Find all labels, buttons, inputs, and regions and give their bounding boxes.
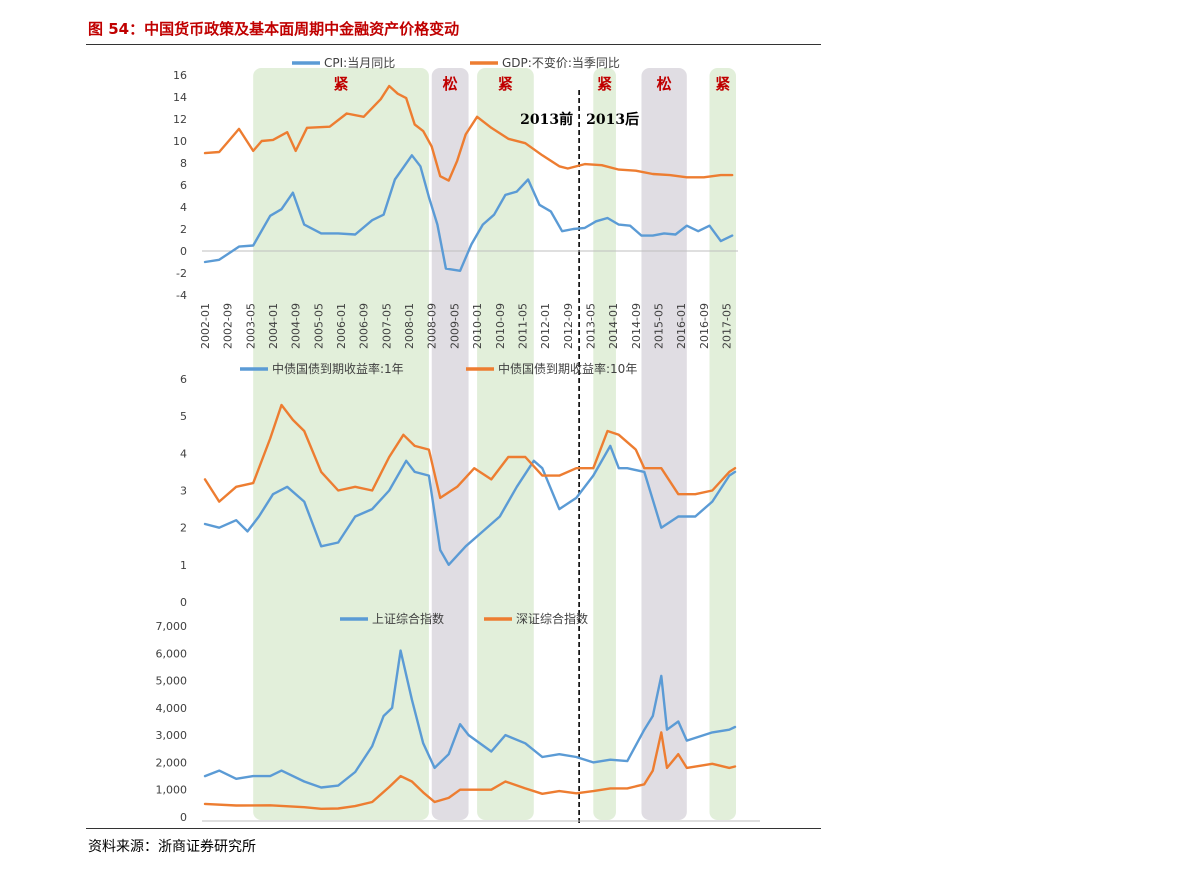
macro-x-tick: 2017-05: [720, 303, 733, 349]
macro-x-tick: 2002-09: [222, 303, 235, 349]
macro-x-tick: 2014-09: [630, 303, 643, 349]
macro-x-tick: 2006-01: [335, 303, 348, 349]
macro-x-tick: 2010-09: [494, 303, 507, 349]
bottom-rule: [86, 828, 821, 829]
equity-legend-label-2: 深证综合指数: [516, 611, 588, 626]
macro-x-tick: 2008-09: [426, 303, 439, 349]
macro-x-tick: 2015-05: [652, 303, 665, 349]
macro-y-tick: 4: [180, 201, 187, 214]
regime-band-6: [709, 68, 736, 820]
divider-left-label: 2013前: [520, 111, 573, 128]
macro-y-tick: -2: [176, 267, 187, 280]
macro-x-tick: 2004-01: [267, 303, 280, 349]
macro-y-tick: 6: [180, 179, 187, 192]
equity-legend-label-1: 上证综合指数: [372, 611, 444, 626]
macro-x-tick: 2009-05: [448, 303, 461, 349]
bonds-series-2: [203, 403, 737, 503]
macro-x-tick: 2016-01: [675, 303, 688, 349]
macro-x-tick: 2014-01: [607, 303, 620, 349]
macro-x-tick: 2006-09: [358, 303, 371, 349]
equity-y-tick: 5,000: [156, 675, 188, 688]
macro-y-tick: -4: [176, 289, 187, 302]
macro-y-tick: 14: [173, 91, 187, 104]
bonds-y-tick: 0: [180, 596, 187, 609]
bonds-y-tick: 5: [180, 410, 187, 423]
bonds-legend-label-1: 中债国债到期收益率:1年: [272, 361, 404, 376]
macro-y-tick: 12: [173, 113, 187, 126]
macro-y-tick: 16: [173, 69, 187, 82]
regime-label-1: 紧: [334, 75, 349, 93]
regime-band-4: [593, 68, 616, 820]
regime-band-3: [477, 68, 534, 820]
equity-y-tick: 2,000: [156, 756, 188, 769]
macro-x-tick: 2003-05: [244, 303, 257, 349]
regime-band-2: [431, 68, 469, 820]
regime-band-1: [253, 68, 429, 820]
regime-label-2: 松: [443, 75, 458, 93]
bonds-y-tick: 2: [180, 522, 187, 535]
bonds-series-1: [203, 444, 737, 566]
bonds-legend-label-2: 中债国债到期收益率:10年: [498, 361, 637, 376]
source-note: 资料来源：浙商证券研究所: [88, 839, 256, 855]
regime-label-3: 紧: [498, 75, 513, 93]
figure-title: 图 54：中国货币政策及基本面周期中金融资产价格变动: [88, 20, 460, 38]
equity-y-tick: 3,000: [156, 729, 188, 742]
regime-band-5: [641, 68, 687, 820]
macro-legend-label-1: CPI:当月同比: [324, 56, 395, 70]
macro-y-tick: 10: [173, 135, 187, 148]
equity-y-tick: 6,000: [156, 647, 188, 660]
regime-label-6: 紧: [715, 75, 730, 93]
macro-x-tick: 2008-01: [403, 303, 416, 349]
divider-right-label: 2013后: [586, 111, 639, 128]
macro-x-tick: 2012-09: [562, 303, 575, 349]
macro-x-tick: 2011-05: [516, 303, 529, 349]
macro-x-tick: 2012-01: [539, 303, 552, 349]
equity-y-tick: 0: [180, 811, 187, 824]
bonds-y-tick: 1: [180, 559, 187, 572]
regime-label-5: 松: [657, 75, 672, 93]
equity-y-tick: 1,000: [156, 784, 188, 797]
bonds-y-tick: 3: [180, 485, 187, 498]
macro-x-tick: 2013-05: [584, 303, 597, 349]
equity-series-2: [203, 731, 737, 810]
macro-series-2: [203, 84, 734, 182]
equity-y-tick: 4,000: [156, 702, 188, 715]
macro-x-tick: 2002-01: [199, 303, 212, 349]
macro-y-tick: 8: [180, 157, 187, 170]
equity-y-tick: 7,000: [156, 620, 188, 633]
regime-label-4: 紧: [597, 75, 612, 93]
bonds-y-tick: 6: [180, 373, 187, 386]
macro-x-tick: 2004-09: [290, 303, 303, 349]
bonds-y-tick: 4: [180, 447, 187, 460]
macro-x-tick: 2005-05: [312, 303, 325, 349]
macro-x-tick: 2010-01: [471, 303, 484, 349]
macro-y-tick: 2: [180, 223, 187, 236]
macro-x-tick: 2007-05: [380, 303, 393, 349]
macro-y-tick: 0: [180, 245, 187, 258]
macro-x-tick: 2016-09: [698, 303, 711, 349]
equity-series-1: [203, 649, 737, 789]
macro-legend-label-2: GDP:不变价:当季同比: [502, 55, 620, 70]
top-rule: [86, 44, 821, 45]
macro-series-1: [203, 154, 734, 272]
